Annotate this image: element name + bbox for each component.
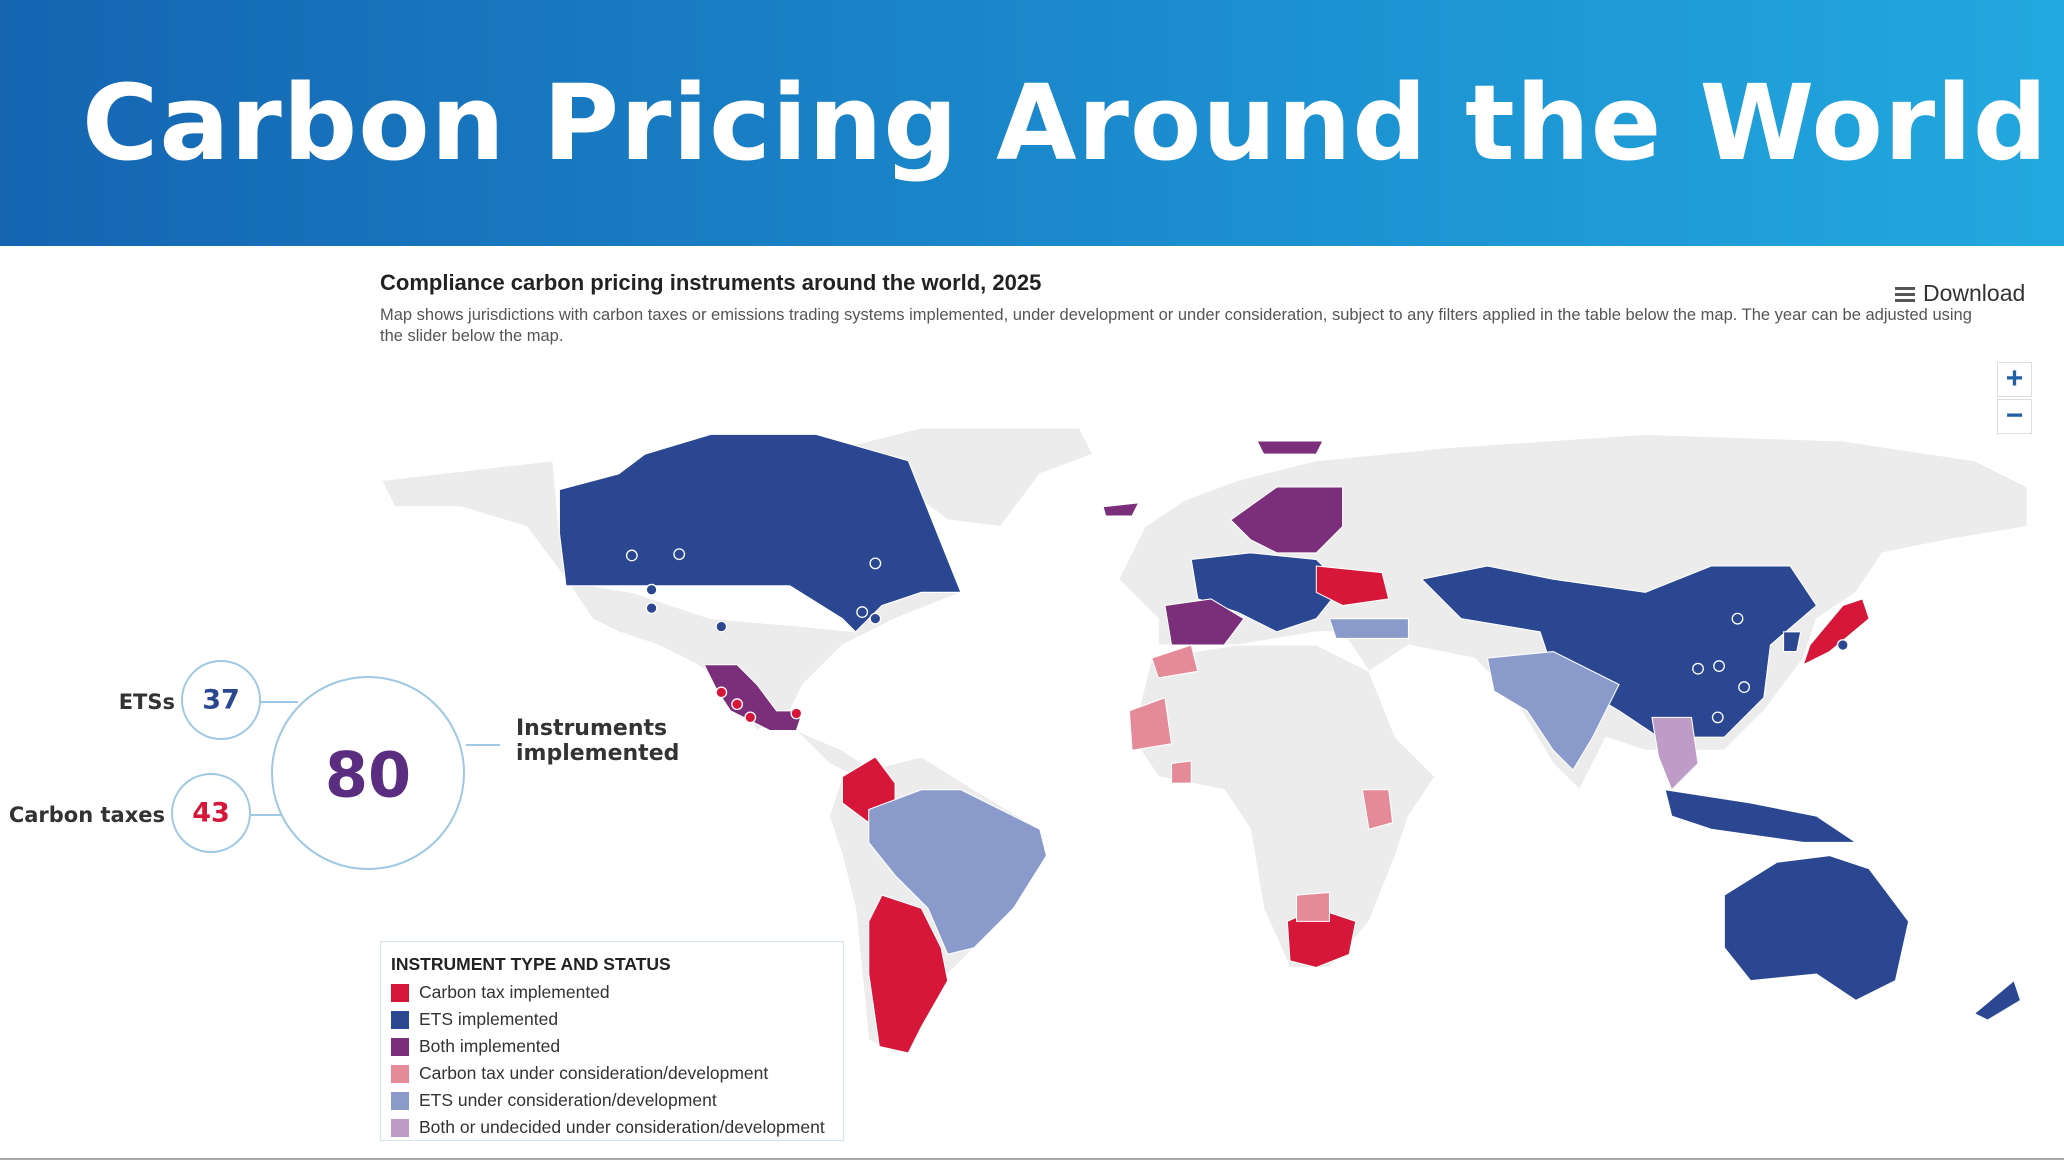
legend-item[interactable]: ETS under consideration/development — [391, 1090, 717, 1111]
subnational-point[interactable] — [645, 583, 658, 596]
region[interactable] — [1361, 789, 1394, 830]
total-label: Instruments implemented — [516, 716, 680, 766]
legend-swatch — [391, 1010, 409, 1029]
region[interactable] — [1315, 565, 1390, 607]
subnational-point[interactable] — [715, 686, 728, 699]
legend-label: Carbon tax under consideration/developme… — [419, 1063, 769, 1083]
ets-count: 37 — [202, 685, 240, 716]
legend-swatch — [391, 1064, 409, 1083]
legend-item[interactable]: Carbon tax implemented — [391, 982, 610, 1003]
region[interactable] — [1802, 598, 1870, 666]
subnational-point[interactable] — [790, 707, 803, 720]
legend-item[interactable]: Both or undecided under consideration/de… — [391, 1117, 825, 1138]
region[interactable] — [1296, 891, 1330, 922]
subnational-point[interactable] — [869, 612, 882, 625]
subnational-point[interactable] — [625, 549, 638, 562]
region[interactable] — [558, 433, 962, 633]
region[interactable] — [1973, 979, 2022, 1021]
subnational-point[interactable] — [1713, 660, 1726, 672]
subnational-point[interactable] — [1731, 612, 1744, 625]
map-subtitle: Map shows jurisdictions with carbon taxe… — [380, 306, 1972, 345]
legend-label: ETS under consideration/development — [419, 1090, 717, 1110]
subnational-point[interactable] — [731, 698, 744, 711]
menu-icon — [1895, 286, 1915, 302]
region[interactable] — [1723, 855, 1910, 1001]
region[interactable] — [1128, 696, 1173, 751]
legend-label: ETS implemented — [419, 1009, 559, 1029]
region[interactable] — [868, 894, 949, 1054]
region[interactable] — [1664, 789, 1858, 843]
region[interactable] — [1328, 618, 1409, 639]
world-map — [380, 427, 2028, 1054]
region[interactable] — [1783, 631, 1802, 653]
subnational-point[interactable] — [744, 711, 757, 724]
legend-swatch — [391, 983, 409, 1002]
legend-label: Both implemented — [419, 1036, 561, 1056]
legend-item[interactable]: Carbon tax under consideration/developme… — [391, 1063, 768, 1084]
legend-swatch — [391, 1118, 409, 1137]
legend-label: Carbon tax implemented — [419, 982, 610, 1002]
region[interactable] — [1164, 598, 1245, 646]
header-title: Carbon Pricing Around the World — [82, 62, 2049, 184]
subnational-point[interactable] — [1836, 639, 1849, 651]
subnational-point[interactable] — [869, 557, 882, 570]
tax-circle — [171, 773, 251, 853]
bottom-rule — [0, 1158, 2064, 1160]
region[interactable] — [1486, 651, 1620, 771]
region[interactable] — [1151, 644, 1199, 679]
region[interactable] — [1102, 502, 1140, 517]
region[interactable] — [1170, 760, 1192, 784]
legend-title: INSTRUMENT TYPE AND STATUS — [391, 954, 671, 974]
subnational-point[interactable] — [856, 606, 869, 619]
region[interactable] — [1651, 716, 1699, 791]
subnational-point[interactable] — [715, 620, 728, 633]
legend-label: Both or undecided under consideration/de… — [419, 1117, 825, 1137]
header-band: Carbon Pricing Around the World — [0, 0, 2064, 246]
download-button[interactable]: Download — [1895, 280, 2025, 307]
legend-item[interactable]: ETS implemented — [391, 1009, 558, 1030]
region[interactable] — [380, 460, 962, 732]
subnational-point[interactable] — [645, 602, 658, 615]
legend: INSTRUMENT TYPE AND STATUS Carbon tax im… — [380, 941, 844, 1141]
legend-swatch — [391, 1037, 409, 1056]
tax-label: Carbon taxes — [9, 803, 165, 827]
map-title: Compliance carbon pricing instruments ar… — [380, 270, 1042, 295]
subnational-point[interactable] — [1692, 662, 1704, 675]
zoom-in[interactable]: + — [1997, 362, 2032, 397]
region[interactable] — [868, 789, 1048, 955]
region[interactable] — [703, 664, 804, 732]
tax-count: 43 — [192, 798, 230, 829]
region[interactable] — [1420, 565, 1818, 738]
total-count: 80 — [325, 739, 411, 812]
region[interactable] — [795, 730, 863, 778]
region[interactable] — [1229, 486, 1344, 554]
zoom-out[interactable]: − — [1997, 399, 2032, 434]
legend-swatch — [391, 1091, 409, 1110]
download-label: Download — [1923, 280, 2026, 306]
subnational-point[interactable] — [1738, 681, 1751, 694]
region[interactable] — [1131, 644, 1436, 969]
subnational-point[interactable] — [673, 548, 686, 561]
legend-item[interactable]: Both implemented — [391, 1036, 560, 1057]
total-circle — [271, 676, 465, 870]
ets-label: ETSs — [119, 690, 175, 714]
summary — [171, 660, 500, 870]
ets-circle — [181, 660, 261, 740]
region[interactable] — [1256, 440, 1324, 455]
subnational-point[interactable] — [1711, 711, 1724, 724]
